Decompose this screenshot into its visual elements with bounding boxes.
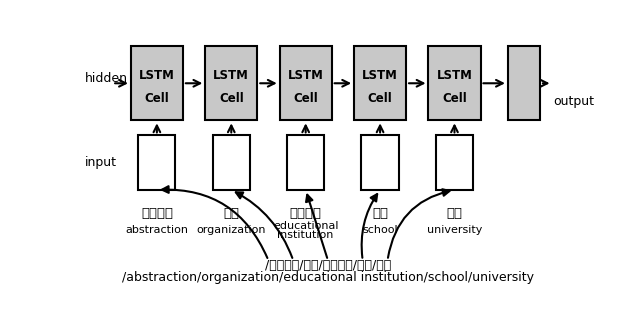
Text: LSTM: LSTM bbox=[362, 69, 398, 82]
Text: 机构: 机构 bbox=[223, 207, 239, 220]
Bar bbox=[205, 46, 257, 120]
Text: Cell: Cell bbox=[293, 92, 318, 105]
Text: /abstraction/organization/educational institution/school/university: /abstraction/organization/educational in… bbox=[122, 271, 534, 284]
Text: Cell: Cell bbox=[145, 92, 169, 105]
Bar bbox=[362, 135, 399, 190]
Bar bbox=[212, 135, 250, 190]
Text: university: university bbox=[427, 224, 482, 234]
Text: 教育机构: 教育机构 bbox=[290, 207, 322, 220]
Bar bbox=[508, 46, 540, 120]
Text: hidden: hidden bbox=[85, 72, 128, 85]
Text: 学校: 学校 bbox=[372, 207, 388, 220]
Text: Cell: Cell bbox=[368, 92, 392, 105]
Text: /抄象事物/机构/教育机构/学校/大学: /抄象事物/机构/教育机构/学校/大学 bbox=[265, 259, 391, 272]
Text: abstraction: abstraction bbox=[125, 224, 188, 234]
Text: LSTM: LSTM bbox=[139, 69, 175, 82]
Bar bbox=[436, 135, 473, 190]
Text: LSTM: LSTM bbox=[288, 69, 324, 82]
Text: output: output bbox=[554, 95, 595, 109]
Text: Cell: Cell bbox=[442, 92, 467, 105]
Bar bbox=[131, 46, 183, 120]
Text: 大学: 大学 bbox=[447, 207, 463, 220]
Text: LSTM: LSTM bbox=[213, 69, 249, 82]
Text: educational: educational bbox=[273, 221, 339, 231]
Text: organization: organization bbox=[196, 224, 266, 234]
Text: 抄象事物: 抄象事物 bbox=[141, 207, 173, 220]
Text: Cell: Cell bbox=[219, 92, 244, 105]
Text: LSTM: LSTM bbox=[436, 69, 472, 82]
Text: input: input bbox=[85, 156, 117, 169]
Bar bbox=[354, 46, 406, 120]
Bar bbox=[138, 135, 175, 190]
Text: institution: institution bbox=[278, 230, 334, 240]
Text: school: school bbox=[362, 224, 398, 234]
Bar bbox=[280, 46, 332, 120]
Bar bbox=[287, 135, 324, 190]
Bar bbox=[428, 46, 481, 120]
